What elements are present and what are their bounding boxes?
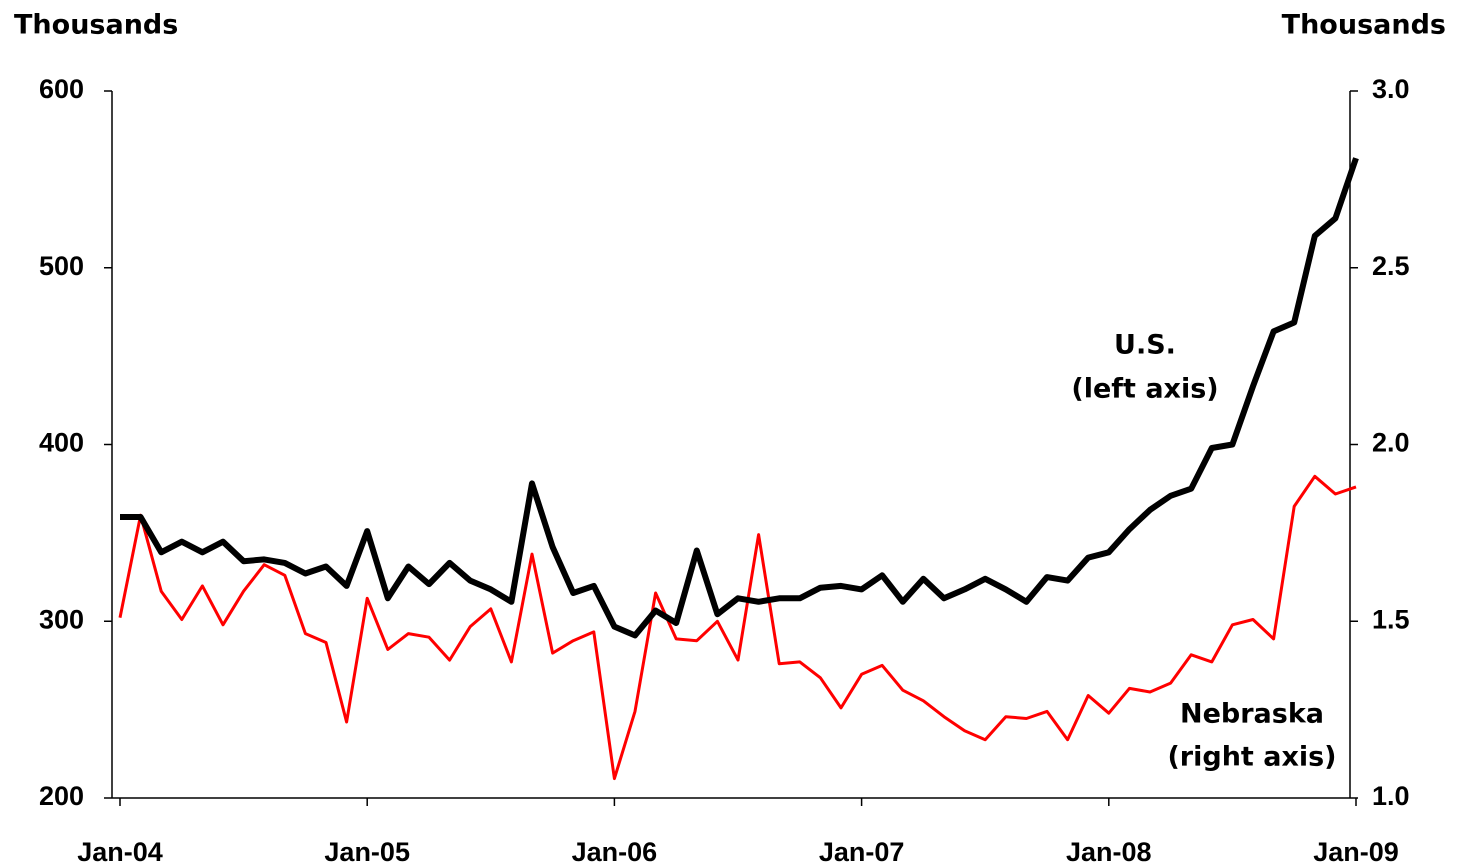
annotation: U.S. (1114, 330, 1176, 361)
y-tick-label: 200 (39, 781, 84, 811)
annotation: (left axis) (1071, 374, 1218, 405)
y-tick-label: 400 (39, 428, 84, 458)
y-axis-label: Thousands (14, 10, 178, 41)
annotation: (right axis) (1167, 742, 1336, 773)
y-tick-label: 500 (39, 251, 84, 281)
x-tick-label: Jan-09 (1313, 837, 1399, 867)
line-series (120, 157, 1359, 639)
y2-tick-label: 3.0 (1372, 74, 1410, 104)
line-series (118, 474, 1357, 781)
y2-axis-label: Thousands (1282, 10, 1446, 41)
x-tick-label: Jan-08 (1066, 837, 1152, 867)
y2-tick-label: 2.0 (1372, 428, 1410, 458)
x-tick-label: Jan-06 (572, 837, 658, 867)
y2-tick-label: 2.5 (1372, 251, 1410, 281)
y-tick-label: 300 (39, 604, 84, 634)
y-tick-label: 600 (39, 74, 84, 104)
y2-tick-label: 1.0 (1372, 781, 1410, 811)
x-tick-label: Jan-05 (324, 837, 410, 867)
x-tick-label: Jan-07 (819, 837, 905, 867)
annotation: Nebraska (1180, 699, 1324, 730)
y2-tick-label: 1.5 (1372, 604, 1410, 634)
x-tick-label: Jan-04 (77, 837, 163, 867)
